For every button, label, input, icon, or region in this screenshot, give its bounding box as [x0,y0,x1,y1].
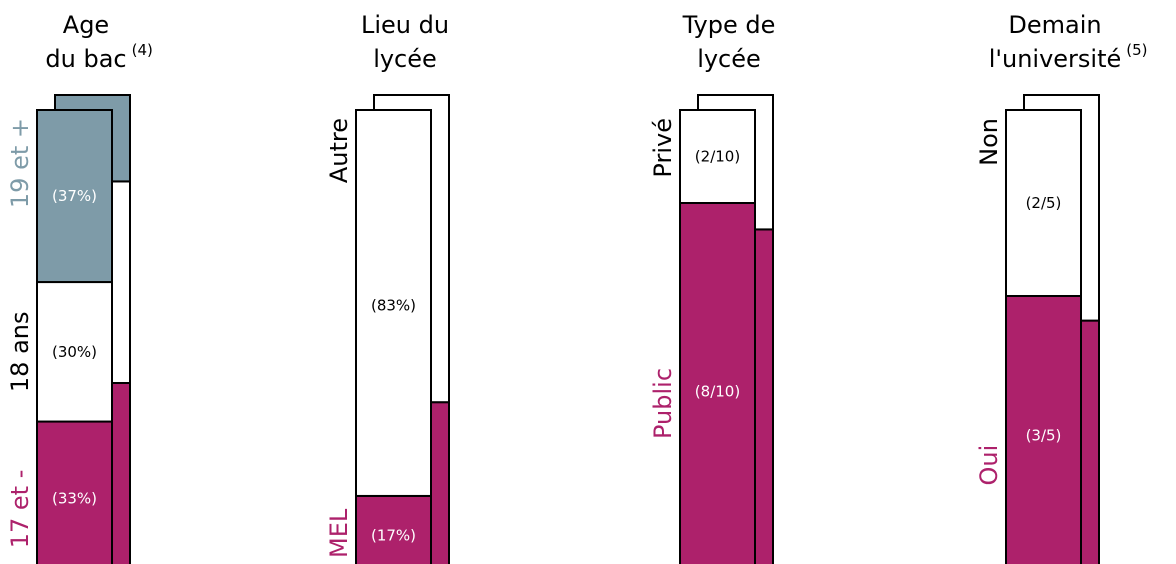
bar-segment [355,494,432,564]
data-label: (8/10) [695,382,740,400]
category-label: Non [975,118,1003,166]
chart-subtitle: lycée [373,45,437,73]
data-label: (17%) [371,526,416,544]
data-label: (83%) [371,297,416,315]
category-label: MEL [325,508,353,558]
bar-segment [36,109,113,284]
chart-title: Age [63,11,109,39]
bar-segment [679,202,756,564]
chart-panel-3: Type de lycée (8/10) Public (2/10) Privé [649,11,775,564]
bar-segment [1005,295,1082,564]
category-label: Autre [325,118,353,183]
title-note: (5) [1126,41,1147,59]
chart-subtitle: lycée [697,45,761,73]
data-label: (2/5) [1026,194,1062,212]
category-label: 19 et + [6,118,34,208]
chart-title: Lieu du [361,11,449,39]
title-note: (4) [132,41,153,59]
category-label: Privé [649,118,677,178]
chart-subtitle: du bac [45,45,126,73]
bar-segment [355,109,432,497]
data-label: (33%) [52,489,97,507]
chart-title: Type de [682,11,776,39]
data-label: (2/10) [695,148,740,166]
category-label: 18 ans [6,312,34,393]
chart-panel-2: Lieu du lycée (17%) MEL (83%) Autre [325,11,450,564]
chart-title: Demain [1008,11,1101,39]
data-label: (30%) [52,343,97,361]
chart-panel-1: Age du bac (4) (33%) 17 et - (30%) 18 ans (37%)… [6,11,153,564]
category-label: 17 et - [6,470,34,549]
bar-segment [679,109,756,204]
data-label: (37%) [52,187,97,205]
chart-subtitle: l'université [989,45,1122,73]
chart-panel-4: Demain l'université (5) (3/5) Oui (2/5) Non [975,11,1148,564]
category-label: Oui [975,445,1003,486]
bar-segment [1005,109,1082,297]
category-label: Public [649,368,677,439]
data-label: (3/5) [1026,427,1062,445]
bar-segment [36,281,113,423]
